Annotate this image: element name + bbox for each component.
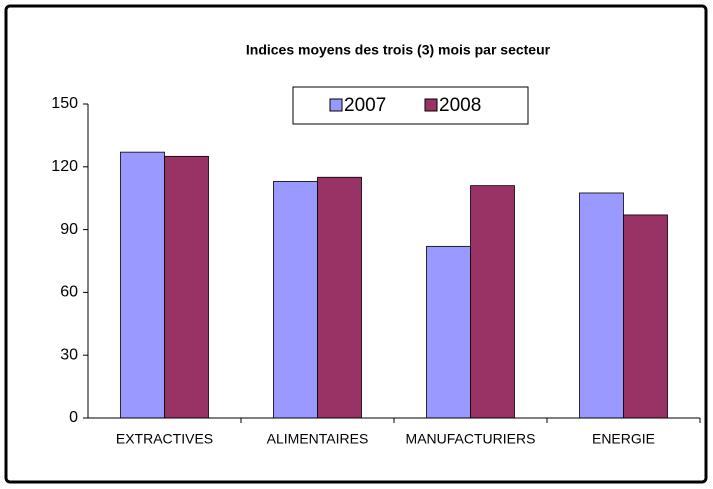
y-tick-label: 120 [51,158,78,175]
bar [317,176,362,419]
y-tick-label: 60 [60,284,78,301]
x-tick-label: ALIMENTAIRES [267,431,369,447]
legend-swatch [424,98,438,112]
y-tick-label: 90 [60,221,78,238]
bar [426,245,471,419]
chart-title: Indices moyens des trois (3) mois par se… [246,42,551,58]
bar [579,192,624,419]
legend-swatch [329,98,343,112]
bar [470,185,515,419]
legend-label: 2008 [439,95,481,116]
legend-label: 2007 [344,95,386,116]
y-tick-label: 150 [51,95,78,112]
bar [164,155,209,419]
x-tick-label: ENERGIE [592,431,655,447]
legend-box [292,86,529,125]
y-tick-label: 30 [60,346,78,363]
x-tick-label: EXTRACTIVES [116,431,213,447]
bar [273,181,318,419]
bar [120,151,165,419]
bar [623,214,668,419]
y-tick-label: 0 [69,409,78,426]
x-tick-label: MANUFACTURIERS [406,431,536,447]
